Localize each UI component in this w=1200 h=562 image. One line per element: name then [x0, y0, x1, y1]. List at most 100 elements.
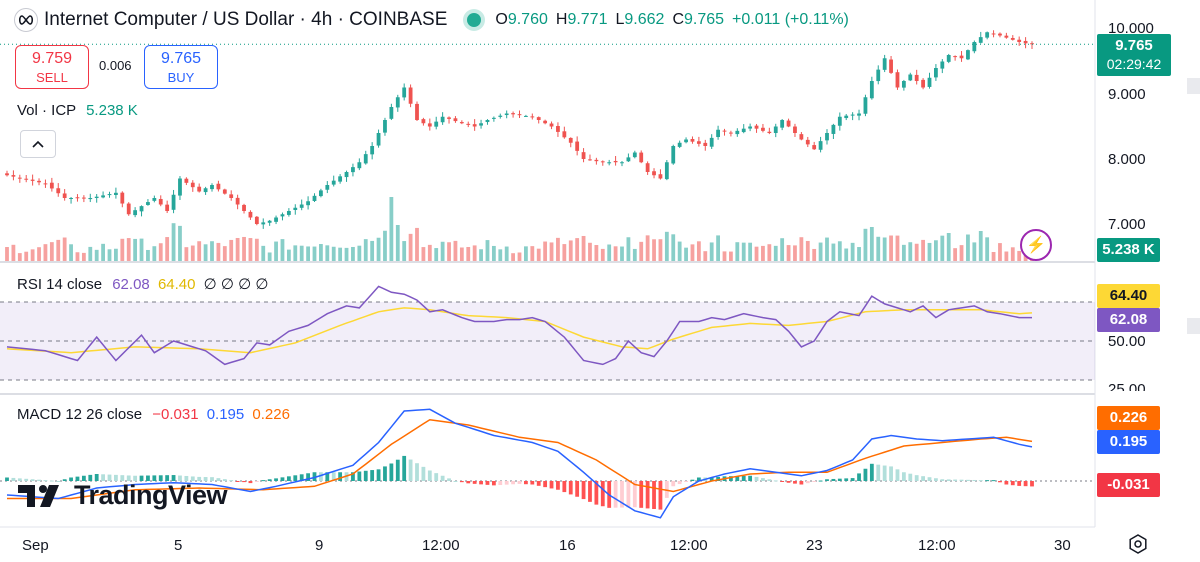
volume-bar	[793, 245, 797, 261]
volume-bar	[466, 246, 471, 261]
bolt-icon[interactable]: ⚡	[1020, 229, 1052, 261]
volume-bar	[754, 246, 759, 261]
candle-body	[914, 74, 919, 81]
volume-bar	[197, 241, 202, 261]
volume-bar	[869, 227, 874, 261]
candle-body	[536, 117, 541, 120]
macd-histogram-bar	[184, 475, 189, 481]
macd-signal-line	[7, 419, 1033, 500]
volume-bar	[837, 241, 842, 261]
macd-histogram-bar	[921, 476, 925, 481]
candle-body	[850, 114, 855, 116]
volume-bar	[985, 237, 990, 261]
volume-bar	[562, 244, 567, 261]
tradingview-logo[interactable]: TradingView	[18, 480, 228, 511]
candle-body	[696, 141, 701, 144]
collapse-button[interactable]	[20, 130, 56, 158]
volume-bar	[831, 243, 836, 261]
macd-histogram-bar	[133, 475, 138, 481]
macd-histogram-bar	[741, 475, 746, 481]
open-value: 9.760	[507, 11, 548, 28]
macd-histogram-bar	[331, 472, 336, 481]
macd-legend[interactable]: MACD 12 26 close −0.031 0.195 0.226	[17, 406, 290, 423]
macd-histogram-bar	[261, 480, 266, 482]
candle-body	[581, 152, 586, 159]
volume-bar	[543, 241, 548, 261]
candle-body	[818, 141, 823, 150]
symbol-title[interactable]: Internet Computer / US Dollar · 4h · COI…	[44, 9, 448, 30]
candle-body	[319, 190, 323, 197]
candle-body	[479, 123, 483, 126]
volume-bar	[1017, 250, 1022, 261]
volume-bar	[427, 244, 432, 261]
candle-body	[286, 211, 291, 215]
scroll-marker	[1187, 78, 1200, 94]
candle-body	[88, 198, 93, 200]
candle-body	[306, 201, 310, 206]
rsi-legend[interactable]: RSI 14 close 62.08 64.40 ∅ ∅ ∅ ∅	[17, 276, 269, 293]
candle-body	[645, 163, 650, 172]
ohlc-readout: O9.760 H9.771 L9.662 C9.765 +0.011 (+0.1…	[495, 11, 849, 28]
macd-histogram-bar	[466, 481, 471, 484]
live-dot-icon	[467, 13, 482, 27]
volume-bar	[498, 249, 503, 261]
candle-body	[395, 97, 400, 108]
candle-body	[325, 185, 330, 190]
macd-histogram-bar	[1004, 481, 1009, 485]
volume-bar	[684, 247, 688, 261]
time-axis-label: 9	[315, 537, 324, 554]
macd-histogram-bar	[75, 476, 80, 481]
candle-body	[972, 42, 977, 52]
rsi-ma-value: 64.40	[157, 276, 196, 293]
candle-body	[658, 174, 663, 179]
candle-body	[146, 202, 150, 205]
macd-histogram-bar	[773, 480, 778, 482]
candle-body	[299, 204, 304, 208]
macd-histogram-bar	[114, 474, 118, 481]
settings-icon[interactable]	[1128, 534, 1148, 554]
macd-histogram-bar	[543, 481, 548, 488]
candle-body	[472, 124, 477, 127]
candle-body	[453, 118, 458, 122]
macd-histogram-bar	[677, 481, 682, 485]
rsi-line	[6, 285, 1032, 366]
volume-bar	[703, 251, 708, 261]
candle-body	[357, 162, 362, 169]
macd-histogram-bar	[88, 474, 93, 481]
macd-histogram-bar	[293, 475, 298, 481]
candle-body	[812, 145, 817, 150]
volume-bar	[107, 249, 112, 261]
candle-body	[190, 182, 195, 188]
macd-signal-tag: 0.226	[1097, 406, 1160, 430]
macd-histogram-bar	[549, 481, 554, 489]
volume-bar	[748, 242, 753, 261]
candle-body	[966, 50, 970, 60]
chart-header: Internet Computer / US Dollar · 4h · COI…	[14, 8, 849, 32]
candle-body	[280, 214, 285, 217]
macd-histogram-bar	[831, 478, 836, 481]
volume-bar	[530, 246, 535, 261]
macd-histogram-bar	[357, 471, 362, 481]
volume-bar	[594, 245, 599, 261]
candle-body	[844, 115, 849, 119]
candle-body	[793, 126, 797, 133]
volume-bar	[421, 247, 426, 261]
collapse-chevron-icon	[32, 140, 44, 148]
candle-body	[729, 132, 733, 134]
volume-bar	[203, 244, 208, 261]
volume-bar	[998, 243, 1002, 261]
candle-body	[831, 124, 836, 134]
candle-body	[882, 58, 887, 70]
volume-legend[interactable]: Vol · ICP 5.238 K	[17, 102, 138, 119]
candle-body	[94, 196, 99, 199]
volume-bar	[761, 245, 765, 261]
buy-button[interactable]: 9.765 BUY	[144, 45, 218, 89]
candle-body	[543, 120, 548, 124]
candle-body	[953, 56, 958, 58]
sell-button[interactable]: 9.759 SELL	[15, 45, 89, 89]
volume-value: 5.238 K	[86, 102, 138, 119]
volume-bar	[261, 245, 266, 261]
candle-body	[524, 115, 528, 117]
candle-body	[934, 68, 938, 78]
